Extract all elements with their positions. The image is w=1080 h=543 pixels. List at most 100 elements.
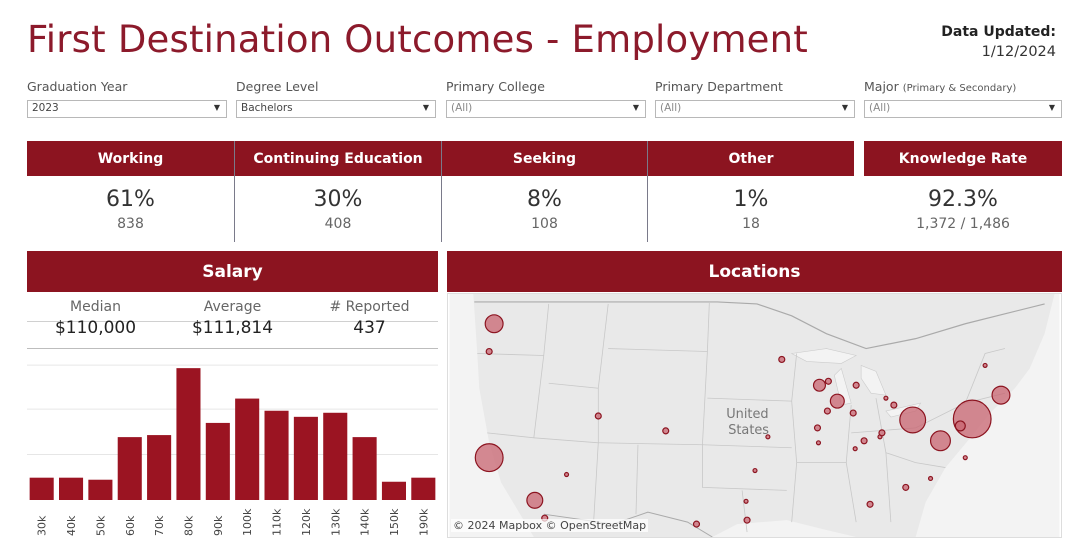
histogram-bar[interactable]	[29, 477, 54, 500]
location-bubble[interactable]	[982, 362, 988, 368]
kpi-count: 838	[117, 216, 144, 232]
location-bubble[interactable]	[765, 434, 771, 440]
location-bubble[interactable]	[929, 430, 951, 452]
location-bubble[interactable]	[878, 429, 886, 437]
x-tick-label: 90k	[212, 515, 225, 536]
location-bubble[interactable]	[563, 471, 570, 478]
data-updated-date: 1/12/2024	[981, 44, 1056, 60]
location-bubble[interactable]	[485, 347, 493, 356]
x-tick-label: 70k	[153, 515, 166, 536]
histogram-bar[interactable]	[205, 422, 230, 500]
histogram-bar[interactable]	[381, 481, 407, 500]
kpi-header: Knowledge Rate	[864, 141, 1062, 176]
stat-value: $111,814	[191, 318, 274, 338]
x-tick-label: 150k	[388, 508, 401, 536]
kpi-knowledge-rate: Knowledge Rate 92.3% 1,372 / 1,486	[864, 141, 1062, 242]
data-updated: Data Updated: 1/12/2024	[941, 22, 1056, 62]
map-country-label: United	[726, 407, 768, 422]
map-lake	[860, 364, 887, 396]
kpi-percent: 1%	[733, 187, 769, 212]
histogram-bar[interactable]	[264, 410, 289, 500]
location-bubble[interactable]	[927, 475, 934, 482]
primary-department-select[interactable]: (All) ▼	[655, 100, 855, 118]
salary-header: Salary	[27, 251, 438, 292]
histogram-bar[interactable]	[58, 477, 84, 500]
primary-college-select[interactable]: (All) ▼	[446, 100, 646, 118]
map-country-label: States	[728, 423, 769, 438]
location-bubble[interactable]	[743, 516, 751, 524]
degree-level-select[interactable]: Bachelors ▼	[236, 100, 436, 118]
location-bubble[interactable]	[594, 412, 602, 420]
location-bubble[interactable]	[890, 401, 898, 409]
major-select[interactable]: (All) ▼	[864, 100, 1062, 118]
histogram-bar[interactable]	[411, 477, 436, 500]
x-tick-label: 100k	[241, 508, 254, 536]
filter-primary-department: Primary Department (All) ▼	[655, 79, 855, 118]
location-bubble[interactable]	[860, 437, 868, 445]
kpi-header: Continuing Education	[235, 141, 441, 176]
kpi-header: Seeking	[442, 141, 647, 176]
location-bubble[interactable]	[852, 446, 858, 452]
location-bubble[interactable]	[484, 314, 504, 334]
location-bubble[interactable]	[852, 381, 860, 389]
location-bubble[interactable]	[883, 395, 889, 401]
kpi-continuing-education: Continuing Education 30% 408	[235, 141, 442, 242]
histogram-bar[interactable]	[352, 437, 377, 500]
location-bubble[interactable]	[752, 467, 758, 474]
location-bubble[interactable]	[823, 407, 831, 415]
map-lake	[790, 348, 858, 364]
stat-label: Median	[70, 299, 121, 315]
x-tick-label: 40k	[65, 515, 78, 536]
location-bubble[interactable]	[849, 409, 857, 417]
location-bubble[interactable]	[991, 385, 1011, 405]
location-bubble[interactable]	[662, 427, 670, 435]
histogram-bar[interactable]	[147, 435, 172, 500]
histogram-bar[interactable]	[293, 416, 318, 500]
location-bubble[interactable]	[812, 378, 827, 392]
kpi-percent: 8%	[527, 187, 562, 212]
salary-reported: # Reported 437	[301, 296, 438, 338]
location-bubble[interactable]	[526, 491, 544, 509]
histogram-bar[interactable]	[176, 368, 201, 500]
histogram-bar[interactable]	[235, 398, 260, 500]
graduation-year-select[interactable]: 2023 ▼	[27, 100, 227, 118]
location-bubble[interactable]	[899, 406, 927, 434]
location-bubble[interactable]	[743, 498, 749, 504]
filter-primary-college: Primary College (All) ▼	[446, 79, 646, 118]
data-updated-label: Data Updated:	[941, 24, 1056, 40]
x-tick-label: 130k	[329, 508, 342, 536]
location-bubble[interactable]	[815, 440, 822, 446]
x-tick-label: 60k	[124, 515, 137, 536]
kpi-percent: 61%	[106, 187, 155, 212]
map-attribution: © 2024 Mapbox © OpenStreetMap	[451, 519, 649, 532]
chevron-down-icon: ▼	[841, 103, 848, 112]
location-bubble[interactable]	[692, 520, 701, 528]
location-bubble[interactable]	[902, 483, 910, 491]
filter-label: Major (Primary & Secondary)	[864, 79, 1017, 94]
stat-value: 437	[353, 318, 386, 338]
location-bubble[interactable]	[474, 443, 504, 473]
kpi-count: 408	[324, 216, 352, 232]
location-bubble[interactable]	[824, 377, 832, 385]
location-bubble[interactable]	[778, 355, 786, 364]
filter-label: Primary Department	[655, 79, 783, 94]
stat-label: Average	[203, 299, 262, 315]
location-bubble[interactable]	[866, 500, 874, 508]
location-bubble[interactable]	[954, 420, 966, 432]
location-bubble[interactable]	[952, 399, 992, 439]
kpi-other: Other 1% 18	[648, 141, 854, 242]
locations-header: Locations	[447, 251, 1062, 292]
divider	[27, 321, 438, 322]
histogram-bar[interactable]	[323, 412, 348, 500]
histogram-bar[interactable]	[117, 437, 142, 500]
map-ocean	[449, 294, 534, 537]
location-bubble[interactable]	[813, 424, 822, 432]
location-bubble[interactable]	[829, 393, 845, 409]
histogram-bar[interactable]	[88, 479, 113, 500]
location-bubble[interactable]	[962, 455, 968, 461]
kpi-count: 18	[742, 216, 760, 232]
map-ocean	[712, 520, 857, 537]
x-tick-label: 140k	[359, 508, 372, 536]
chevron-down-icon: ▼	[213, 103, 220, 112]
locations-map[interactable]: United States	[447, 293, 1062, 538]
